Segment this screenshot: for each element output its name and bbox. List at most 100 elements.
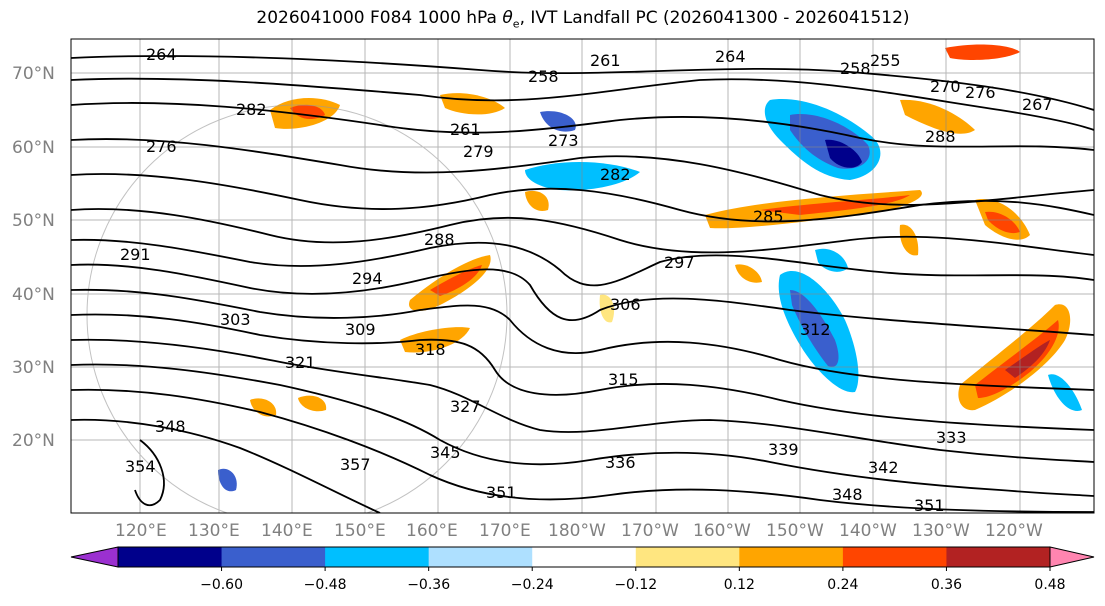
lon-label: 130°W — [912, 521, 970, 541]
contour-label: 348 — [155, 417, 186, 436]
contour-label: 303 — [220, 310, 251, 329]
contour-label: 282 — [600, 165, 631, 184]
lon-label: 120°W — [985, 521, 1043, 541]
colorbar-box — [946, 547, 1051, 567]
positive-anomaly-patch — [900, 99, 975, 134]
contour-labels: 264 258 261 264 255 258 282 276 261 270 … — [120, 45, 1053, 515]
map-title: 2026041000 F084 1000 hPa θe, IVT Landfal… — [0, 8, 1105, 30]
contour-label: 348 — [832, 485, 863, 504]
colorbar: −0.60 −0.48 −0.36 −0.24 −0.12 0.12 0.24 0.36 0.4… — [70, 546, 1095, 593]
contour-label: 318 — [415, 340, 446, 359]
negative-anomaly-patch — [218, 468, 237, 492]
contour-label: 333 — [936, 428, 967, 447]
theta-e-contours — [71, 55, 1094, 513]
contour-label: 264 — [146, 45, 177, 64]
lat-label: 20°N — [12, 431, 55, 451]
lat-label: 70°N — [12, 64, 55, 84]
contour-label: 285 — [753, 207, 784, 226]
contour-label: 273 — [548, 131, 579, 150]
colorbar-tick-label: 0.36 — [931, 577, 962, 593]
contour-label: 264 — [715, 47, 746, 66]
positive-anomaly-patch — [430, 265, 482, 296]
negative-anomaly-patch — [1048, 374, 1082, 411]
contour-label: 342 — [868, 458, 899, 477]
lat-label: 50°N — [12, 211, 55, 231]
colorbar-box — [635, 547, 740, 567]
contour-label: 336 — [605, 453, 636, 472]
contour-label: 258 — [840, 59, 871, 78]
positive-anomaly-patch — [1005, 340, 1050, 378]
colorbar-tick-label: 0.12 — [724, 577, 755, 593]
contour-label: 276 — [965, 83, 996, 102]
contour-label: 309 — [345, 320, 376, 339]
latitude-labels: 70°N 60°N 50°N 40°N 30°N 20°N — [12, 64, 55, 451]
lon-label: 160°W — [693, 521, 751, 541]
lon-label: 140°E — [261, 521, 313, 541]
contour-label: 261 — [590, 51, 621, 70]
contour-label: 255 — [870, 51, 901, 70]
colorbar-box — [118, 547, 223, 567]
contour-label: 354 — [125, 457, 156, 476]
colorbar-box — [221, 547, 326, 567]
contour-label: 345 — [430, 443, 461, 462]
colorbar-frame — [117, 546, 1051, 568]
lat-label: 40°N — [12, 285, 55, 305]
colorbar-box — [428, 547, 533, 567]
positive-anomaly-patch — [599, 294, 615, 323]
contour-label: 282 — [236, 100, 267, 119]
contour-label: 315 — [608, 370, 639, 389]
title-prefix: 2026041000 F084 1000 hPa — [256, 8, 503, 28]
lon-label: 180°W — [548, 521, 606, 541]
contour-label: 276 — [146, 137, 177, 156]
contour-label: 288 — [424, 230, 455, 249]
lon-label: 170°E — [479, 521, 531, 541]
contour-label: 261 — [450, 120, 481, 139]
contour-label: 357 — [340, 455, 371, 474]
positive-anomaly-patch — [298, 395, 327, 412]
contour-label: 312 — [800, 320, 831, 339]
negative-anomaly-patch — [790, 290, 839, 367]
map-content: 264 258 261 264 255 258 282 276 261 270 … — [71, 39, 1094, 515]
colorbar-box — [325, 547, 430, 567]
contour-label: 279 — [463, 142, 494, 161]
contour-label: 351 — [486, 483, 517, 502]
positive-anomaly-patch — [250, 398, 277, 417]
positive-anomaly-patch — [525, 190, 549, 211]
positive-anomaly-patch — [975, 320, 1059, 398]
contour-label: 327 — [450, 397, 481, 416]
lon-label: 150°W — [766, 521, 824, 541]
colorbar-tick-label: −0.48 — [304, 577, 347, 593]
colorbar-extend-max — [1049, 546, 1095, 568]
contour-label: 297 — [664, 253, 695, 272]
lon-label: 120°E — [115, 521, 167, 541]
lon-label: 160°E — [406, 521, 458, 541]
colorbar-tick-label: −0.36 — [407, 577, 450, 593]
contour-label: 267 — [1022, 95, 1053, 114]
lon-label: 130°E — [188, 521, 240, 541]
title-subscript: e — [512, 17, 520, 31]
contour-label: 306 — [610, 295, 641, 314]
positive-anomaly-patch — [945, 44, 1020, 60]
lat-label: 60°N — [12, 138, 55, 158]
contour-label: 339 — [768, 440, 799, 459]
longitude-labels: 120°E 130°E 140°E 150°E 160°E 170°E 180°… — [115, 521, 1043, 541]
colorbar-tick-label: −0.60 — [200, 577, 243, 593]
positive-anomaly-patch — [899, 224, 919, 256]
colorbar-tick-label: 0.24 — [827, 577, 858, 593]
positive-anomaly-patch — [735, 264, 762, 283]
positive-anomaly-patch — [985, 211, 1020, 234]
contour-label: 291 — [120, 245, 151, 264]
colorbar-box — [842, 547, 947, 567]
colorbar-tick-label: −0.12 — [614, 577, 657, 593]
colorbar-extend-min — [70, 546, 119, 568]
map-frame — [70, 38, 1095, 514]
contour-label: 321 — [285, 353, 316, 372]
title-suffix: , IVT Landfall PC (2026041300 - 20260415… — [519, 8, 910, 28]
contour-label: 351 — [914, 496, 945, 515]
colorbar-box — [739, 547, 844, 567]
title-theta: θ — [502, 8, 513, 28]
contour-label: 288 — [925, 127, 956, 146]
colorbar-tick-label: −0.24 — [511, 577, 554, 593]
lon-label: 140°W — [839, 521, 897, 541]
